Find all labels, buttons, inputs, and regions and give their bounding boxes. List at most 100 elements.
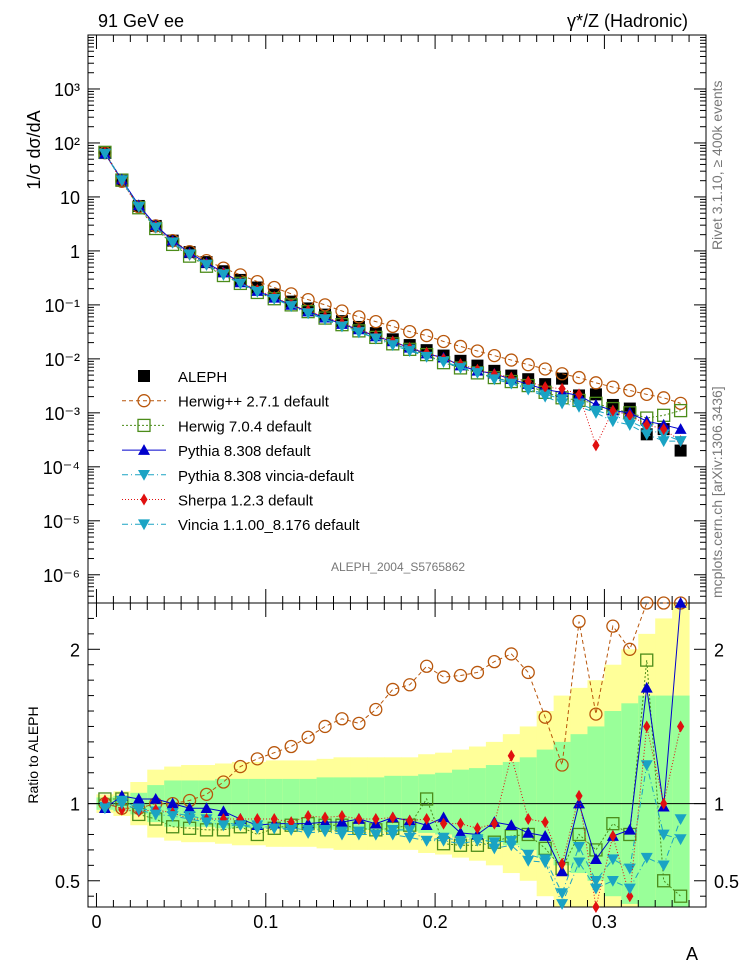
main-y-tick-label: 10⁻² (44, 350, 80, 370)
main-data-point (573, 401, 586, 413)
ratio-data-point (674, 834, 687, 846)
ratio-data-point (539, 830, 552, 841)
ratio-data-point (589, 883, 602, 895)
legend-label: Pythia 8.308 vincia-default (178, 468, 355, 485)
main-data-point (98, 148, 111, 160)
ratio-data-point (132, 792, 145, 804)
ratio-data-point (640, 681, 653, 693)
ratio-data-point (677, 720, 685, 733)
ratio-data-point (572, 827, 586, 842)
analysis-id-label: ALEPH_2004_S5765862 (331, 560, 465, 574)
ratio-data-point (592, 901, 600, 913)
ratio-data-point (454, 826, 467, 838)
ratio-data-point (419, 659, 434, 673)
ratio-data-point (488, 843, 501, 855)
ratio-data-point (470, 665, 485, 680)
main-data-point (556, 372, 569, 385)
ratio-data-point (149, 792, 162, 804)
ratio-data-point (640, 852, 653, 864)
legend-marker (138, 470, 150, 481)
main-data-point (490, 368, 498, 381)
ratio-data-point (268, 823, 281, 835)
ratio-data-point (335, 829, 348, 841)
ratio-data-point (488, 837, 501, 849)
ratio-data-point (403, 678, 417, 692)
main-data-point (505, 378, 518, 390)
ratio-data-point (657, 874, 671, 888)
ratio-data-point (216, 775, 231, 789)
ratio-data-point (253, 813, 261, 826)
ratio-data-point (674, 597, 687, 608)
main-data-point (657, 391, 671, 405)
ratio-data-point (626, 890, 634, 903)
main-data-point (606, 416, 619, 428)
ratio-data-point (352, 829, 365, 841)
ratio-data-point (115, 798, 128, 810)
ratio-data-point (640, 653, 654, 667)
ratio-y-tick-label: 1 (70, 795, 80, 815)
main-data-point (487, 348, 502, 363)
ratio-data-point (558, 857, 566, 870)
main-series-line (104, 153, 681, 430)
ratio-data-point (573, 857, 586, 869)
series-layer (98, 145, 688, 913)
ratio-data-point (319, 826, 332, 838)
legend-marker (138, 519, 150, 531)
main-data-point (524, 375, 532, 388)
ratio-data-point (606, 619, 620, 633)
main-data-point (454, 363, 467, 374)
ratio-y-tick-label-right: 0.5 (714, 872, 739, 892)
main-data-point (674, 444, 687, 457)
main-data-point (436, 334, 451, 349)
ratio-data-point (149, 809, 162, 821)
main-data-point (640, 387, 654, 402)
main-data-point (149, 222, 162, 234)
legend-label: Herwig 7.0.4 default (178, 418, 312, 435)
main-data-point (352, 327, 365, 339)
legend-label: Pythia 8.308 default (178, 443, 311, 460)
main-data-point (471, 368, 484, 379)
main-data-point (673, 396, 688, 410)
ratio-data-point (335, 712, 349, 726)
legend-marker (137, 418, 151, 433)
ratio-data-point (657, 860, 670, 872)
ratio-data-point (606, 875, 619, 887)
main-data-point (335, 321, 348, 333)
ratio-data-point (556, 899, 569, 910)
legend-label: Sherpa 1.2.3 default (178, 493, 314, 510)
axes-frames (87, 34, 707, 908)
main-data-point (386, 340, 399, 352)
main-data-point (626, 409, 634, 422)
ratio-data-point (406, 814, 414, 827)
main-data-point (504, 353, 518, 367)
main-data-point (643, 418, 651, 431)
ratio-data-point (573, 842, 586, 853)
main-y-axis-label: 1/σ dσ/dA (24, 110, 44, 189)
main-data-point (335, 304, 349, 318)
main-data-point (302, 308, 315, 320)
main-data-point (132, 202, 145, 214)
main-data-point (403, 324, 417, 339)
ratio-plot-frame (87, 602, 707, 908)
ratio-data-point (673, 889, 688, 903)
main-data-point (606, 380, 620, 394)
ratio-data-point (304, 809, 312, 822)
ratio-data-point (267, 746, 281, 760)
ratio-data-point (270, 813, 278, 826)
ratio-data-point (522, 855, 535, 867)
ratio-data-point (419, 792, 434, 806)
ratio-y-tick-label: 0.5 (55, 872, 80, 892)
ratio-data-point (200, 802, 213, 814)
ratio-data-point (589, 875, 602, 887)
main-data-point (589, 408, 602, 419)
main-data-point (437, 357, 450, 368)
header-right: γ*/Z (Hadronic) (567, 11, 688, 31)
main-data-point (217, 270, 230, 281)
ratio-data-point (609, 830, 617, 843)
ratio-data-point (439, 817, 448, 830)
ratio-data-point (657, 829, 670, 841)
main-data-point (200, 260, 213, 271)
legend-marker (138, 444, 150, 455)
